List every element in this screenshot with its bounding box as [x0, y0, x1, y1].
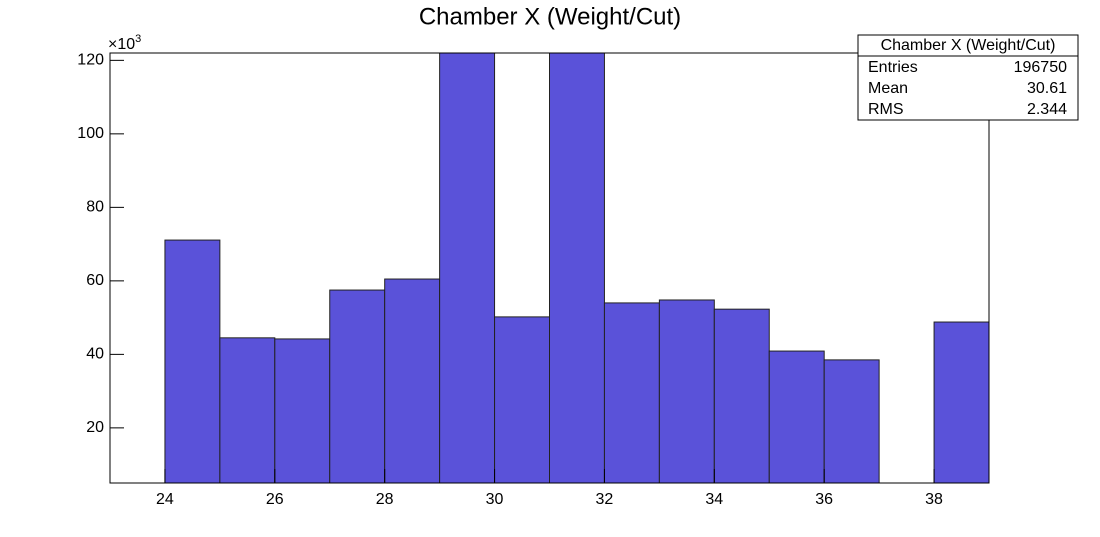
- x-tick-label: 24: [156, 491, 174, 508]
- y-tick-label: 120: [77, 52, 104, 69]
- x-tick-label: 30: [486, 491, 504, 508]
- bars: [164, 53, 989, 483]
- plot-frame: [109, 52, 990, 484]
- y-multiplier: ×103: [108, 33, 141, 53]
- bar: [384, 278, 441, 483]
- x-tick-label: 34: [705, 491, 723, 508]
- stats-value: 196750: [1014, 59, 1067, 76]
- bar: [274, 338, 331, 483]
- x-tick-label: 28: [376, 491, 394, 508]
- stats-label: RMS: [868, 101, 904, 118]
- y-tick-label: 100: [77, 125, 104, 142]
- bar: [219, 337, 276, 483]
- bar: [933, 321, 989, 483]
- y-tick-label: 60: [86, 272, 104, 289]
- bar: [603, 302, 660, 483]
- y-tick-label: 80: [86, 199, 104, 216]
- y-tick-label: 20: [86, 419, 104, 436]
- x-tick-label: 26: [266, 491, 284, 508]
- stats-title: Chamber X (Weight/Cut): [881, 37, 1056, 54]
- stats-label: Entries: [868, 59, 918, 76]
- y-tick-label: 40: [86, 346, 104, 363]
- bar: [439, 53, 496, 483]
- chart-title: Chamber X (Weight/Cut): [419, 3, 681, 30]
- bar: [329, 289, 386, 483]
- stats-box: Chamber X (Weight/Cut) Entries 196750 Me…: [857, 34, 1079, 121]
- stats-value: 30.61: [1027, 80, 1067, 97]
- x-tick-label: 38: [925, 491, 943, 508]
- bar: [549, 53, 605, 483]
- multiplier-exponent: 3: [135, 33, 141, 45]
- bar: [658, 299, 715, 483]
- bar: [494, 316, 550, 483]
- bar: [713, 308, 770, 483]
- x-tick-label: 36: [815, 491, 833, 508]
- bar: [164, 239, 221, 483]
- bar: [768, 350, 825, 483]
- multiplier-base: ×10: [108, 36, 135, 53]
- stats-label: Mean: [868, 80, 908, 97]
- x-tick-label: 32: [596, 491, 614, 508]
- bar: [823, 359, 880, 483]
- stats-value: 2.344: [1027, 101, 1067, 118]
- stats-frame: [857, 34, 1079, 121]
